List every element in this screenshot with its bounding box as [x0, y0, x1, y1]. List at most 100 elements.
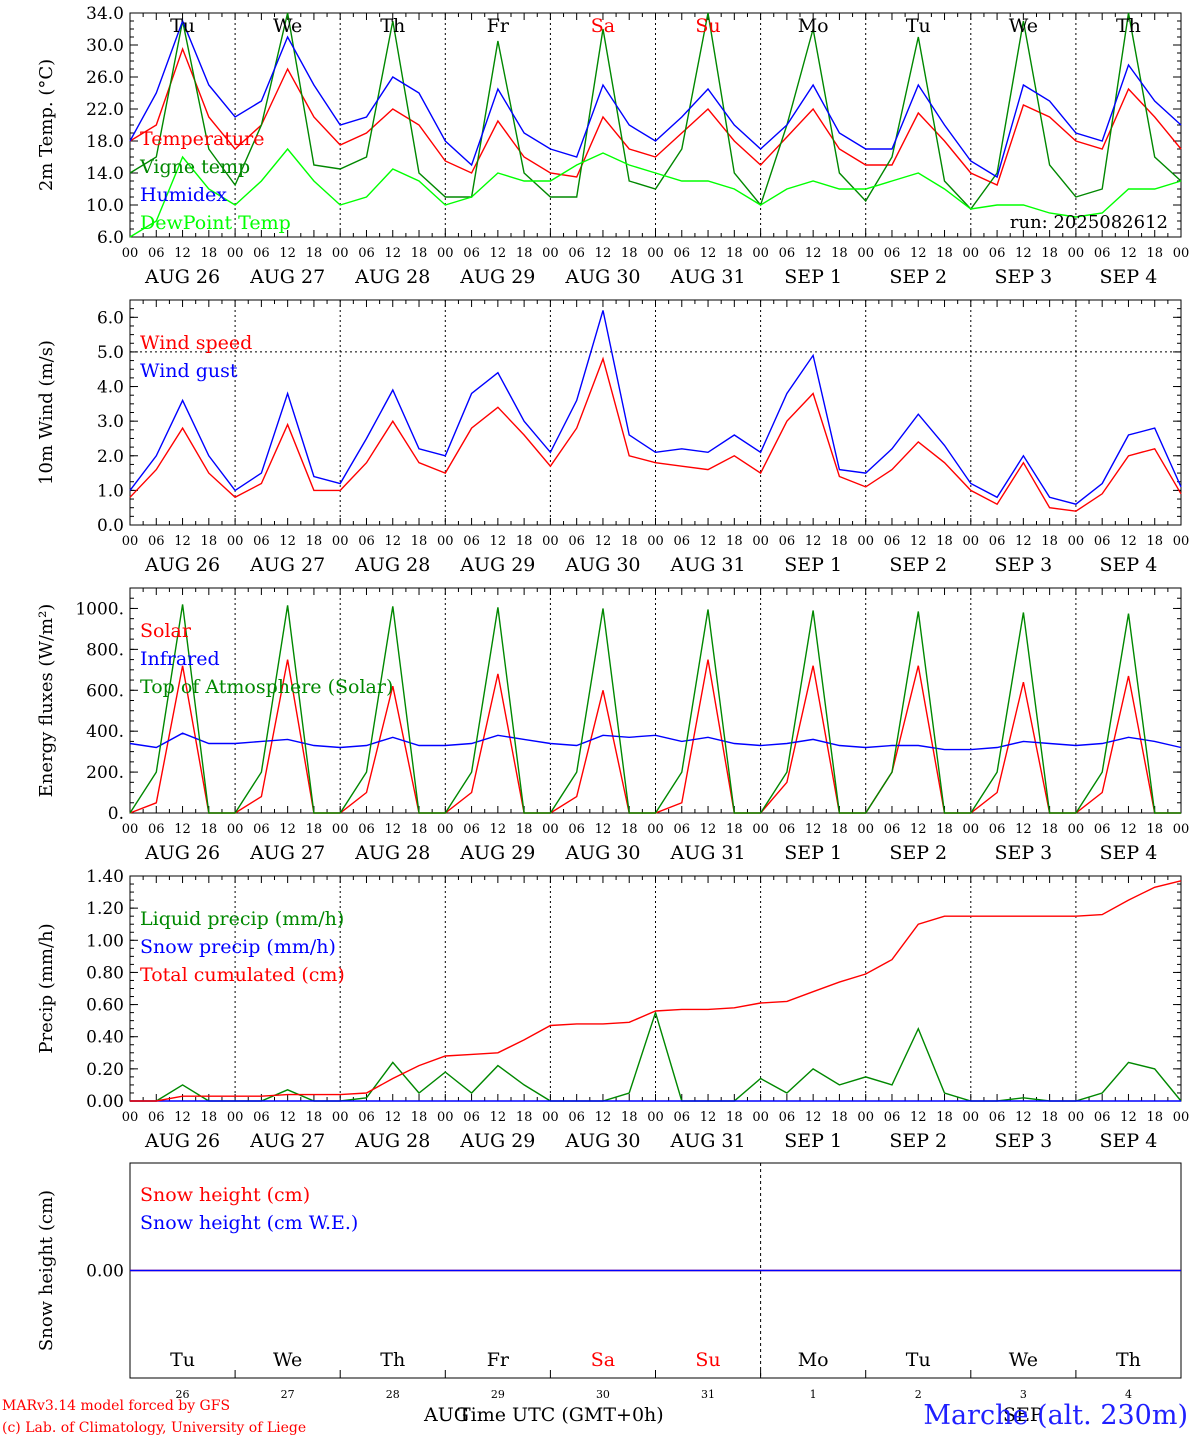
hour-label: 18 — [306, 1110, 323, 1125]
hour-label: 18 — [411, 822, 428, 837]
y-tick-label: 0.0 — [97, 516, 124, 536]
hour-label: 18 — [726, 534, 743, 549]
y-tick-label: 0. — [108, 804, 124, 824]
date-label: AUG 28 — [354, 554, 430, 576]
legend-entry-precip-0: Liquid precip (mm/h) — [140, 908, 344, 930]
date-label: AUG 28 — [354, 1130, 430, 1152]
y-tick-label: 1000. — [75, 599, 124, 619]
hour-label: 18 — [936, 534, 953, 549]
legend-entry-wind-0: Wind speed — [140, 332, 252, 354]
y-tick-label: 0.40 — [86, 1028, 124, 1048]
hour-label: 00 — [647, 534, 664, 549]
weekday-label: Th — [380, 1349, 405, 1371]
legend-entry-precip-2: Total cumulated (cm) — [140, 964, 345, 986]
legend-entry-temperature-1: Vigne temp — [139, 156, 250, 178]
date-label: SEP 1 — [784, 1130, 842, 1152]
hour-label: 18 — [1146, 534, 1163, 549]
hour-label: 12 — [1120, 246, 1137, 261]
hour-label: 06 — [568, 1110, 585, 1125]
date-label: AUG 28 — [354, 842, 430, 864]
hour-label: 00 — [1068, 1110, 1085, 1125]
hour-label: 06 — [989, 822, 1006, 837]
hour-label: 12 — [490, 1110, 507, 1125]
hour-label: 06 — [674, 822, 691, 837]
series-line-wind-0 — [129, 356, 1182, 512]
hour-label: 12 — [805, 822, 822, 837]
weekday-label: Tu — [906, 15, 931, 37]
date-label: AUG 27 — [249, 842, 325, 864]
y-tick-label: 10.0 — [86, 196, 124, 216]
legend-entry-energy-1: Infrared — [140, 648, 220, 670]
date-label: SEP 2 — [889, 266, 947, 288]
legend-entry-temperature-2: Humidex — [140, 184, 227, 206]
day-number-label: 4 — [1125, 1388, 1132, 1401]
legend-entry-precip-1: Snow precip (mm/h) — [140, 936, 336, 958]
series-line-energy-2 — [129, 604, 1181, 814]
y-tick-label: 600. — [86, 681, 124, 701]
hour-label: 18 — [411, 534, 428, 549]
series-line-temperature-2 — [129, 19, 1182, 179]
day-number-label: 3 — [1020, 1388, 1027, 1401]
y-axis-label-precip: Precip (mm/h) — [36, 923, 57, 1053]
y-axis-label-energy: Energy fluxes (W/m²) — [36, 604, 57, 798]
hour-label: 18 — [516, 534, 533, 549]
date-label: SEP 3 — [994, 266, 1052, 288]
date-label: SEP 4 — [1100, 842, 1158, 864]
hour-label: 18 — [831, 1110, 848, 1125]
hour-label: 06 — [463, 534, 480, 549]
hour-label: 00 — [857, 822, 874, 837]
date-label: SEP 4 — [1100, 554, 1158, 576]
hour-label: 00 — [542, 534, 559, 549]
y-tick-label: 5.0 — [97, 343, 124, 363]
hour-label: 00 — [1173, 534, 1190, 549]
hour-label: 00 — [963, 1110, 980, 1125]
hour-label: 18 — [1041, 1110, 1058, 1125]
date-label: AUG 31 — [669, 842, 745, 864]
hour-label: 18 — [306, 534, 323, 549]
hour-label: 12 — [174, 246, 191, 261]
y-tick-label: 22.0 — [86, 100, 124, 120]
hour-label: 00 — [752, 246, 769, 261]
hour-label: 12 — [595, 822, 612, 837]
weekday-label: We — [1009, 15, 1038, 37]
hour-label: 18 — [201, 246, 218, 261]
hour-label: 18 — [621, 1110, 638, 1125]
y-tick-label: 30.0 — [86, 36, 124, 56]
hour-label: 18 — [411, 1110, 428, 1125]
y-tick-label: 0.20 — [86, 1060, 124, 1080]
hour-label: 12 — [490, 246, 507, 261]
day-number-label: 29 — [491, 1388, 505, 1401]
hour-label: 06 — [358, 534, 375, 549]
x-axis-label: Time UTC (GMT+0h) — [458, 1404, 664, 1426]
hour-label: 18 — [1146, 246, 1163, 261]
hour-label: 00 — [437, 822, 454, 837]
hour-label: 00 — [122, 822, 139, 837]
hour-label: 12 — [1015, 1110, 1032, 1125]
weekday-label: Tu — [170, 1349, 195, 1371]
hour-label: 12 — [384, 534, 401, 549]
y-tick-label: 4.0 — [97, 378, 124, 398]
y-tick-label: 200. — [86, 763, 124, 783]
hour-label: 00 — [437, 1110, 454, 1125]
hour-label: 00 — [1068, 246, 1085, 261]
y-tick-label: 400. — [86, 722, 124, 742]
hour-label: 00 — [1173, 822, 1190, 837]
hour-label: 06 — [568, 534, 585, 549]
date-label: AUG 30 — [564, 266, 640, 288]
y-tick-label: 1.40 — [86, 867, 124, 887]
hour-label: 12 — [174, 534, 191, 549]
hour-label: 18 — [936, 246, 953, 261]
date-label: SEP 4 — [1100, 266, 1158, 288]
hour-label: 06 — [989, 1110, 1006, 1125]
hour-label: 18 — [621, 246, 638, 261]
y-axis-label-temperature: 2m Temp. (°C) — [36, 59, 57, 191]
hour-label: 06 — [884, 246, 901, 261]
hour-label: 12 — [279, 534, 296, 549]
date-label: SEP 3 — [994, 554, 1052, 576]
hour-label: 18 — [831, 822, 848, 837]
y-tick-label: 2.0 — [97, 447, 124, 467]
date-label: SEP 2 — [889, 1130, 947, 1152]
hour-label: 00 — [1173, 246, 1190, 261]
hour-label: 06 — [253, 534, 270, 549]
